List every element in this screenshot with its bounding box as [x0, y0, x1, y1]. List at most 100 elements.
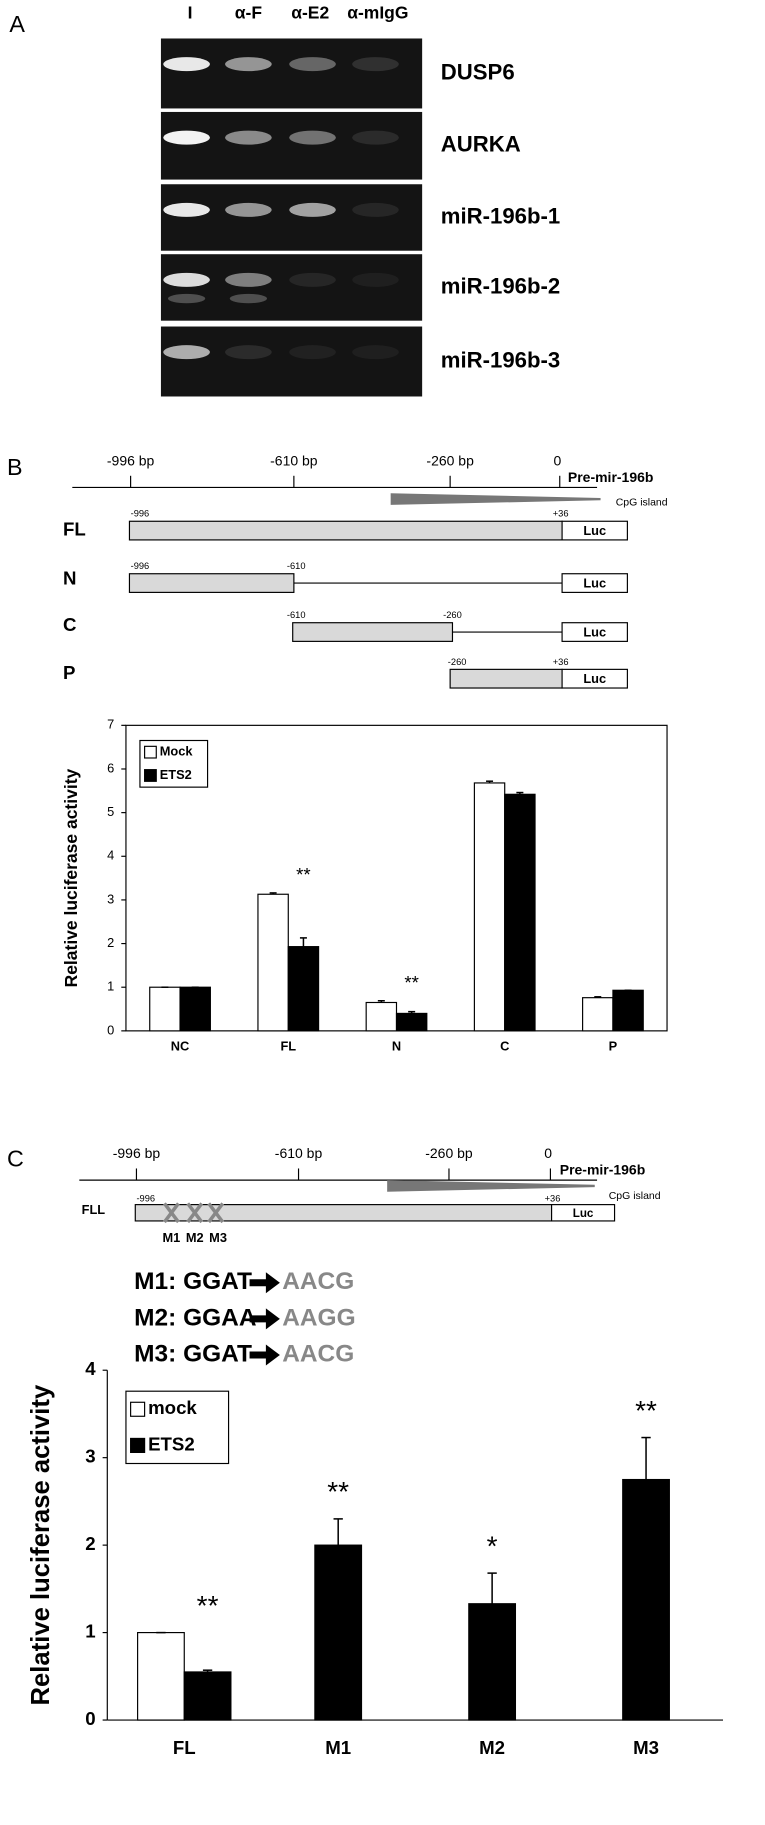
significance-mark: ** — [635, 1395, 657, 1426]
promoter-map: -996 bp -610 bp -260 bp 0 Pre-mir-196b C… — [79, 1145, 661, 1245]
promoter-fragment — [449, 668, 563, 689]
position-label: -610 bp — [270, 452, 318, 468]
fragment-end: +36 — [553, 657, 569, 667]
arrow — [249, 1344, 280, 1366]
bar — [257, 893, 289, 1032]
mutation-to: AACG — [282, 1341, 354, 1368]
gel-lane-panel — [160, 111, 423, 180]
legend-swatch — [130, 1437, 146, 1454]
construct-name: FL — [63, 519, 86, 540]
error-bar — [202, 1669, 213, 1672]
y-tick-label: 1 — [107, 979, 114, 994]
reporter-box — [561, 622, 628, 642]
gel-band — [352, 57, 399, 72]
error-bar — [486, 780, 494, 783]
fragment-end: +36 — [553, 509, 569, 519]
y-axis-label: Relative luciferase activity — [27, 1384, 55, 1705]
cpg-island — [387, 1180, 595, 1192]
panel-label: A — [9, 11, 25, 37]
significance-mark: ** — [296, 864, 311, 885]
position-label: -996 bp — [113, 1145, 161, 1161]
mutation-to: AAGG — [282, 1304, 355, 1331]
bar — [314, 1544, 363, 1721]
y-tick-label: 3 — [85, 1446, 95, 1467]
legend-label: mock — [148, 1397, 197, 1418]
bar — [365, 1001, 398, 1032]
bar — [622, 1478, 670, 1721]
mutation-label: M2: — [134, 1304, 176, 1331]
bar — [473, 782, 506, 1032]
gel-band — [163, 202, 210, 217]
gel-band — [225, 57, 272, 72]
bar — [612, 989, 644, 1032]
gel-band — [163, 57, 210, 72]
promoter-fragment — [292, 622, 454, 642]
legend-label: ETS2 — [148, 1433, 195, 1454]
cpg-label: CpG island — [616, 497, 668, 508]
gel-lane-panel — [160, 254, 423, 321]
gel-image — [160, 38, 423, 397]
fragment-start: -996 — [131, 561, 150, 571]
y-axis-label: Relative luciferase activity — [61, 768, 81, 987]
reporter-label: Luc — [583, 671, 606, 686]
legend-swatch — [130, 1401, 146, 1417]
x-tick-label: FL — [173, 1737, 196, 1758]
gel-band — [229, 293, 268, 304]
position-label: 0 — [544, 1145, 552, 1161]
error-bar — [377, 999, 385, 1003]
construct-name: FLL — [82, 1202, 106, 1217]
gel-band — [289, 57, 336, 72]
mutation-from: GGAT — [183, 1341, 252, 1368]
fragment-end: -260 — [443, 610, 462, 620]
gel-lane-panel — [160, 38, 423, 109]
site-label: M3 — [209, 1230, 227, 1245]
gel-band — [289, 202, 336, 217]
promoter-fragment — [128, 573, 295, 593]
error-bar — [269, 892, 277, 895]
error-bar — [408, 1010, 416, 1014]
mutation-marks — [163, 1202, 225, 1224]
gel-band — [289, 272, 336, 287]
gel-band — [225, 345, 272, 360]
gel-band — [352, 272, 399, 287]
bar — [179, 986, 211, 1032]
significance-mark: ** — [404, 972, 419, 993]
gel-band — [225, 202, 272, 217]
reporter-label: Luc — [573, 1207, 594, 1220]
x-tick-label: NC — [171, 1039, 190, 1054]
construct-name: P — [63, 662, 75, 683]
position-label: 0 — [554, 452, 562, 468]
significance-mark: ** — [197, 1590, 219, 1621]
legend-swatch — [144, 745, 157, 759]
y-tick-label: 0 — [85, 1708, 95, 1729]
legend-label: ETS2 — [160, 767, 192, 782]
gel-band — [225, 130, 272, 145]
x-tick-label: FL — [280, 1039, 296, 1054]
lane-label: I — [188, 3, 193, 23]
gel-band — [352, 345, 399, 360]
y-tick-label: 4 — [107, 848, 114, 863]
gel-band — [163, 272, 210, 287]
mutation-to: AACG — [282, 1268, 354, 1295]
gene-label: AURKA — [441, 132, 521, 157]
y-tick-label: 2 — [107, 935, 114, 950]
y-tick-label: 7 — [107, 717, 114, 732]
fragment-start: -996 — [136, 1193, 155, 1203]
gene-label: miR-196b-3 — [441, 347, 560, 372]
cpg-label: CpG island — [609, 1191, 661, 1202]
site-label: M2 — [186, 1230, 204, 1245]
y-tick-label: 2 — [85, 1533, 95, 1554]
x-tick-label: M2 — [479, 1737, 505, 1758]
x-tick-label: C — [500, 1039, 509, 1054]
fragment-start: -610 — [287, 610, 306, 620]
y-tick-label: 1 — [85, 1621, 95, 1642]
reporter-label: Luc — [583, 625, 606, 640]
error-bar — [516, 791, 524, 795]
cpg-island — [390, 493, 601, 505]
gene-label: miR-196b-1 — [441, 203, 560, 228]
x-tick-label: M1 — [325, 1737, 351, 1758]
site-label: M1 — [163, 1230, 181, 1245]
position-label: -610 bp — [275, 1145, 323, 1161]
reporter-box — [561, 520, 628, 541]
